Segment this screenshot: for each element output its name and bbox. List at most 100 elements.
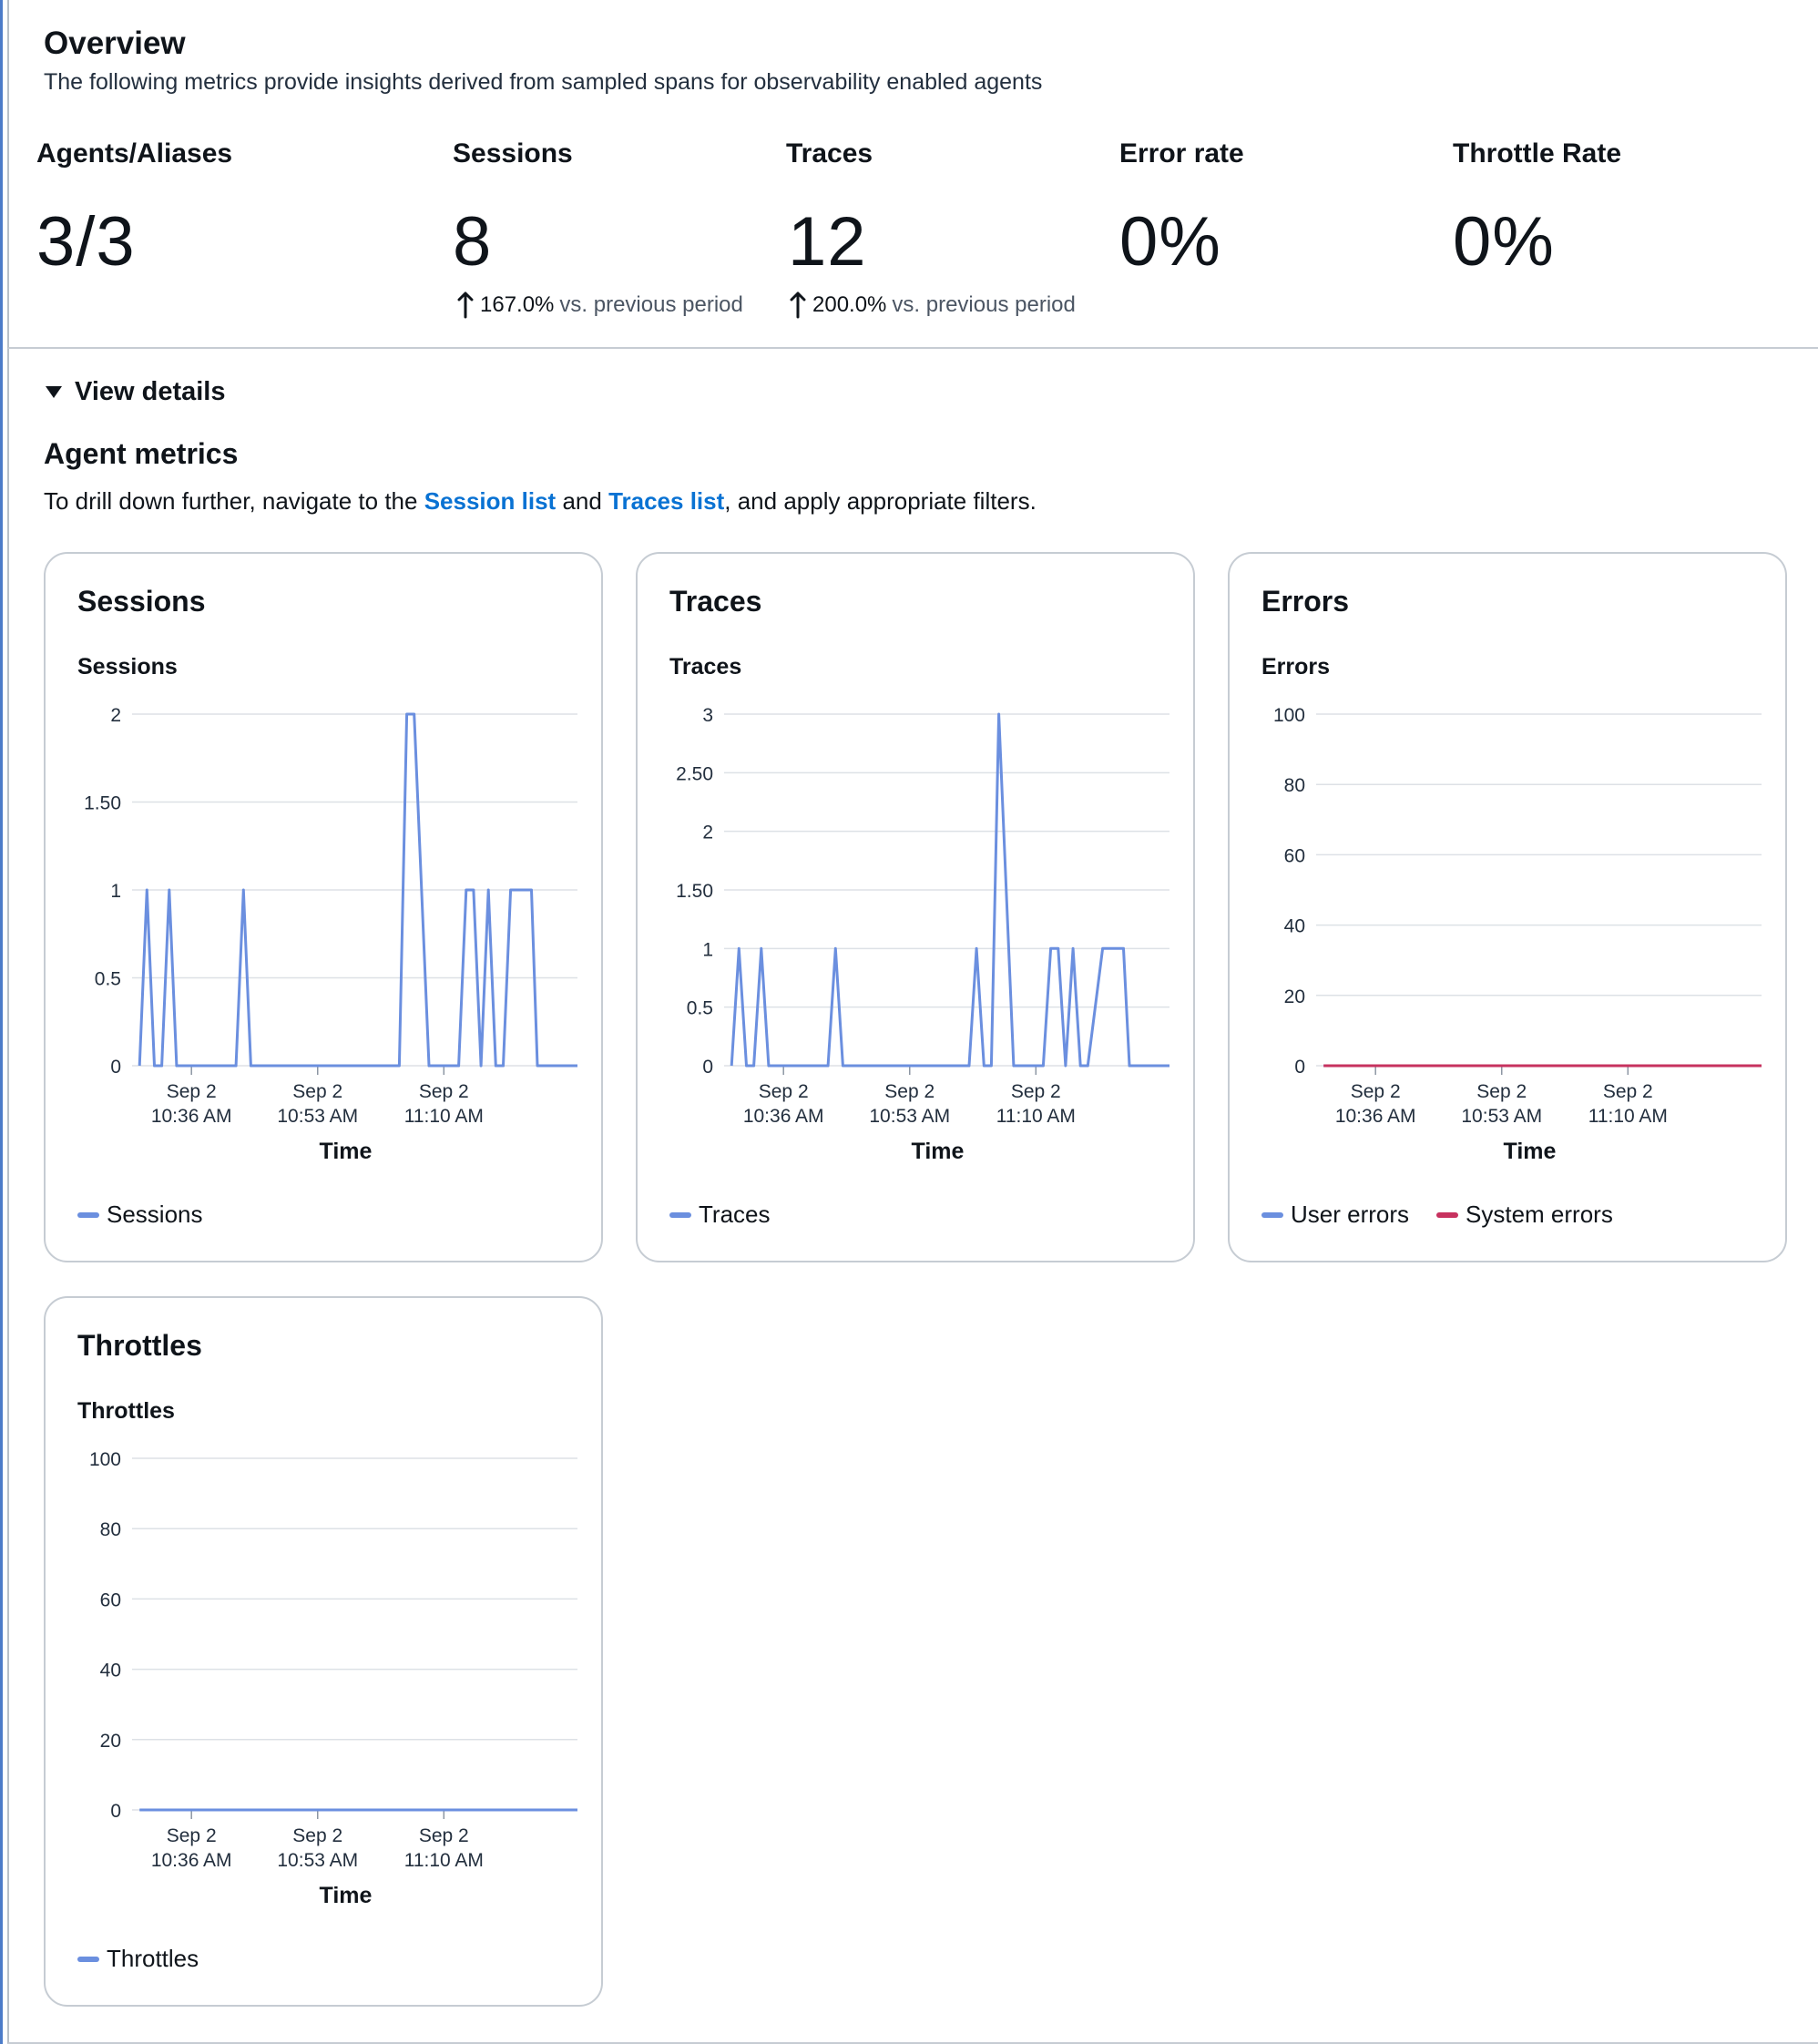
y-tick-label: 1.50: [84, 793, 121, 814]
chart-subtitle: Throttles: [77, 1398, 175, 1424]
x-tick-label: 10:36 AM: [1335, 1106, 1416, 1127]
traces-list-link[interactable]: Traces list: [608, 487, 725, 515]
x-tick-label: Sep 2: [884, 1081, 935, 1102]
kpi-sessions-label: Sessions: [453, 138, 573, 169]
x-tick-label: Sep 2: [1351, 1081, 1401, 1102]
y-tick-label: 80: [1284, 775, 1305, 796]
y-tick-label: 2: [702, 823, 713, 843]
y-tick-label: 40: [1284, 916, 1305, 937]
kpi-traces-delta: 200.0% vs. previous period: [789, 291, 1076, 319]
details-panel: [7, 349, 1818, 2044]
x-tick-label: 11:10 AM: [996, 1106, 1076, 1127]
y-tick-label: 100: [89, 1449, 121, 1470]
legend-label: Throttles: [107, 1945, 199, 1972]
overview-panel: [7, 0, 1818, 349]
x-tick-label: 10:53 AM: [277, 1850, 358, 1871]
y-tick-label: 100: [1273, 705, 1305, 726]
kpi-traces-compare: vs. previous period: [892, 292, 1076, 317]
drill-suffix: , and apply appropriate filters.: [724, 487, 1037, 515]
overview-description: The following metrics provide insights d…: [44, 69, 1043, 95]
y-tick-label: 2.50: [676, 763, 713, 784]
x-tick-label: 10:53 AM: [1461, 1106, 1542, 1127]
x-tick-label: 10:36 AM: [151, 1106, 232, 1127]
legend-swatch: [77, 1211, 99, 1218]
x-tick-label: 10:36 AM: [743, 1106, 824, 1127]
x-tick-label: 10:36 AM: [151, 1850, 232, 1871]
x-tick-label: 11:10 AM: [404, 1850, 484, 1871]
errors-card-title: Errors: [1261, 585, 1350, 618]
kpi-traces-value: 12: [788, 203, 867, 281]
x-axis-label: Time: [320, 1883, 373, 1908]
drill-and: and: [562, 487, 602, 515]
legend-item-user-errors[interactable]: User errors: [1261, 1201, 1409, 1229]
y-tick-label: 60: [1284, 845, 1305, 866]
sessions-chart: Sessions 0 0.5 1 1.50 2 Sep 2 10:36 AM Sep 2 10:5…: [77, 654, 577, 1164]
x-tick-label: Sep 2: [167, 1081, 217, 1102]
arrow-up-icon: [457, 291, 474, 319]
x-tick-label: Sep 2: [292, 1081, 342, 1102]
y-tick-label: 1: [702, 939, 713, 960]
y-tick-label: 0: [110, 1057, 121, 1078]
legend-label: Traces: [699, 1201, 771, 1228]
chart-subtitle: Sessions: [77, 654, 178, 680]
legend-swatch: [77, 1956, 99, 1962]
kpi-agents-value: 3/3: [36, 203, 136, 281]
y-tick-label: 2: [110, 705, 121, 726]
throttles-chart: Throttles 0 20 40 60 80 100 Sep 2 10:36 AM Sep 2 1…: [77, 1398, 577, 1908]
legend-item-system-errors[interactable]: System errors: [1436, 1201, 1613, 1229]
y-tick-label: 1.50: [676, 881, 713, 902]
traces-legend: Traces: [669, 1201, 771, 1229]
series-line-traces[interactable]: [730, 712, 1169, 1068]
overview-title: Overview: [44, 26, 186, 61]
legend-item-throttles[interactable]: Throttles: [77, 1945, 199, 1973]
caret-down-icon: [46, 386, 62, 398]
series-line-sessions[interactable]: [138, 712, 577, 1068]
drill-prefix: To drill down further, navigate to the: [44, 487, 418, 515]
traces-chart-card: Traces Traces 0 0.5 1 1.50 2 2.50 3 Sep 2 10:36 A…: [636, 552, 1195, 1262]
x-tick-label: Sep 2: [759, 1081, 809, 1102]
x-tick-label: Sep 2: [1603, 1081, 1653, 1102]
sessions-legend: Sessions: [77, 1201, 203, 1229]
x-tick-label: Sep 2: [1476, 1081, 1527, 1102]
y-tick-label: 40: [100, 1661, 121, 1681]
drill-down-text: To drill down further, navigate to the S…: [44, 487, 1037, 516]
agent-metrics-title: Agent metrics: [44, 437, 239, 470]
session-list-link[interactable]: Session list: [424, 487, 557, 515]
x-tick-label: Sep 2: [419, 1081, 469, 1102]
view-details-label: View details: [75, 377, 226, 406]
view-details-toggle[interactable]: View details: [46, 377, 226, 407]
kpi-throttle-rate-label: Throttle Rate: [1453, 138, 1622, 169]
panel-accent-edge: [0, 0, 3, 2044]
legend-label: System errors: [1466, 1201, 1613, 1228]
y-tick-label: 20: [1284, 986, 1305, 1007]
kpi-throttle-rate-value: 0%: [1453, 203, 1555, 281]
traces-chart: Traces 0 0.5 1 1.50 2 2.50 3 Sep 2 10:36 AM Sep 2 1…: [669, 654, 1169, 1164]
x-tick-label: 11:10 AM: [1588, 1106, 1668, 1127]
legend-swatch: [669, 1211, 691, 1218]
kpi-sessions-change: 167.0%: [480, 292, 555, 317]
x-tick-label: Sep 2: [292, 1825, 342, 1846]
x-tick-label: 11:10 AM: [404, 1106, 484, 1127]
chart-subtitle: Traces: [669, 654, 741, 680]
traces-card-title: Traces: [669, 585, 762, 618]
legend-swatch: [1436, 1211, 1459, 1218]
y-tick-label: 20: [100, 1731, 121, 1752]
kpi-error-rate-label: Error rate: [1119, 138, 1244, 169]
y-tick-label: 3: [702, 705, 713, 726]
throttles-card-title: Throttles: [77, 1329, 202, 1362]
y-tick-label: 80: [100, 1519, 121, 1540]
legend-swatch: [1261, 1211, 1283, 1218]
sessions-card-title: Sessions: [77, 585, 206, 618]
y-tick-label: 1: [110, 881, 121, 902]
y-tick-label: 0.5: [95, 969, 121, 990]
y-tick-label: 0: [702, 1057, 713, 1078]
legend-item-traces[interactable]: Traces: [669, 1201, 771, 1229]
chart-subtitle: Errors: [1261, 654, 1330, 680]
kpi-sessions-value: 8: [453, 203, 493, 281]
legend-item-sessions[interactable]: Sessions: [77, 1201, 203, 1229]
x-tick-label: 10:53 AM: [277, 1106, 358, 1127]
x-tick-label: 10:53 AM: [869, 1106, 950, 1127]
y-tick-label: 0: [1294, 1057, 1305, 1078]
kpi-sessions-compare: vs. previous period: [559, 292, 743, 317]
arrow-up-icon: [790, 291, 806, 319]
